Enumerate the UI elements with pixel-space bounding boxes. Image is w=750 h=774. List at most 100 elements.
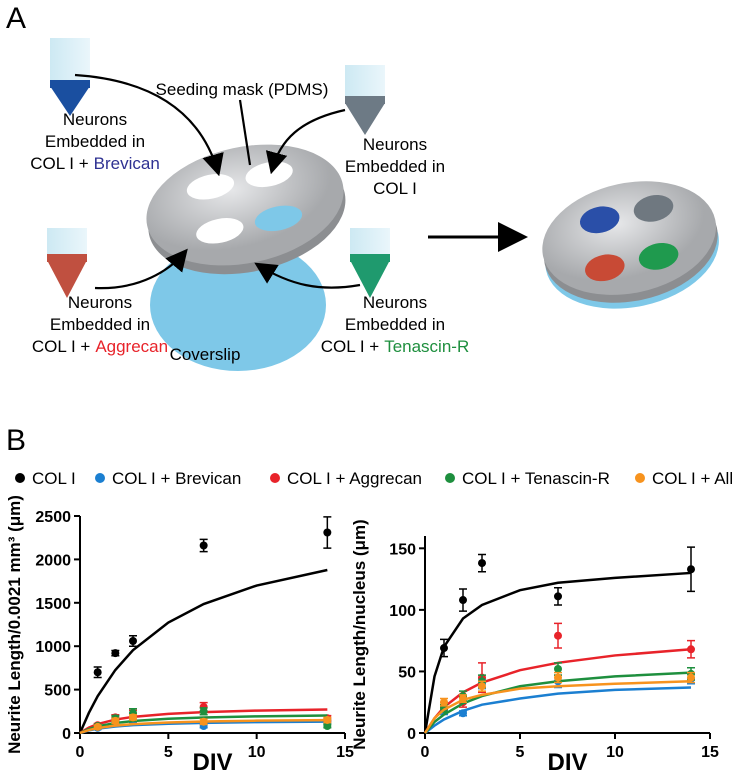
tube-label-line: Embedded in (50, 315, 150, 334)
data-point (323, 715, 332, 724)
y-tick-label: 0 (62, 726, 71, 743)
coverslip-label: Coverslip (170, 345, 241, 364)
tube-label-line: Embedded in (45, 132, 145, 151)
tube-label: Embedded in (345, 157, 445, 176)
tube-highlight: Brevican (94, 154, 160, 173)
legend-label: COL I (32, 469, 76, 488)
data-point (554, 631, 562, 640)
data-point (687, 673, 695, 682)
y-tick-label: 1500 (35, 596, 71, 613)
data-point (440, 644, 448, 653)
panel-label: B (6, 424, 26, 457)
legend-label: COL I + Aggrecan (287, 469, 422, 488)
fit-line (423, 571, 692, 734)
legend-marker (635, 473, 645, 483)
y-tick-label: 50 (398, 664, 416, 681)
data-point (554, 673, 562, 682)
tube-label: COL I + Tenascin-R (321, 337, 469, 356)
data-point (199, 707, 208, 716)
data-point (129, 636, 137, 645)
tube-highlight: Aggrecan (95, 337, 168, 356)
tube-blue (50, 38, 90, 116)
tube-label: COL I + Brevican (30, 154, 160, 173)
tube-label: Neurons (363, 293, 427, 312)
tube-label-line: Neurons (363, 293, 427, 312)
tube-label-line: COL I + (321, 337, 379, 356)
legend-label: COL I + Brevican (112, 469, 241, 488)
x-axis-label: DIV (192, 749, 232, 774)
x-tick-label: 0 (76, 744, 85, 761)
tube-label-line: Neurons (68, 293, 132, 312)
data-point (478, 682, 486, 691)
tube-label: Embedded in (45, 132, 145, 151)
x-tick-label: 5 (516, 744, 525, 761)
panel-label: A (6, 2, 26, 35)
legend-marker (445, 473, 455, 483)
tube-label-line: COL I + (30, 154, 88, 173)
mask-label: Seeding mask (PDMS) (156, 80, 329, 99)
data-point (459, 709, 467, 718)
tube-label-line: Neurons (63, 110, 127, 129)
data-point (554, 664, 562, 673)
tube-label: Embedded in (345, 315, 445, 334)
y-tick-label: 0 (407, 726, 416, 743)
arrows (74, 73, 528, 290)
tube-label-line: Embedded in (345, 157, 445, 176)
data-point (459, 694, 467, 703)
data-point (129, 713, 137, 722)
tube-grey (345, 65, 385, 135)
x-tick-label: 10 (248, 744, 266, 761)
tube-label: COL I (373, 179, 417, 198)
y-tick-label: 2000 (35, 552, 71, 569)
tube-label: Embedded in (50, 315, 150, 334)
fit-line (424, 686, 692, 734)
data-point (687, 565, 695, 574)
data-point (111, 649, 120, 658)
y-tick-label: 1000 (35, 639, 71, 656)
coverslip (150, 239, 326, 371)
tube-label-line: Embedded in (345, 315, 445, 334)
x-tick-label: 10 (606, 744, 624, 761)
legend-label: COL I + Tenascin-R (462, 469, 610, 488)
data-point (93, 722, 102, 731)
y-axis-label: Neurite Length/0.0021 mm³ (μm) (5, 495, 24, 754)
y-tick-label: 100 (389, 603, 416, 620)
y-axis-label: Neurite Length/nucleus (μm) (350, 519, 369, 749)
tube-label: Neurons (68, 293, 132, 312)
data-point (93, 668, 102, 677)
data-point (111, 716, 120, 725)
x-axis-label: DIV (547, 749, 587, 774)
data-point (323, 528, 332, 537)
seeding-mask (146, 144, 346, 275)
data-point (440, 698, 448, 707)
data-point (323, 722, 332, 731)
legend-marker (270, 473, 280, 483)
data-point (199, 717, 208, 726)
data-point (478, 559, 486, 568)
data-point (687, 645, 695, 654)
tube-label: Neurons (63, 110, 127, 129)
fit-line (423, 680, 692, 734)
y-tick-label: 150 (389, 541, 416, 558)
tube-highlight: Tenascin-R (384, 337, 469, 356)
x-tick-label: 0 (421, 744, 430, 761)
result-disc (542, 181, 719, 309)
legend-label: COL I + All (652, 469, 733, 488)
tube-label-line: Neurons (363, 135, 427, 154)
fit-line (79, 718, 328, 735)
y-tick-label: 500 (44, 683, 71, 700)
tube-label: Neurons (363, 135, 427, 154)
tube-label-line: COL I + (32, 337, 90, 356)
data-point (459, 596, 467, 605)
y-tick-label: 2500 (35, 509, 71, 526)
x-tick-label: 15 (701, 744, 719, 761)
tube-label: COL I + Aggrecan (32, 337, 168, 356)
data-point (554, 592, 562, 601)
legend-marker (15, 473, 25, 483)
legend-marker (95, 473, 105, 483)
fit-line (78, 568, 328, 734)
x-tick-label: 15 (336, 744, 354, 761)
tube-red (47, 228, 87, 298)
data-point (199, 541, 208, 550)
